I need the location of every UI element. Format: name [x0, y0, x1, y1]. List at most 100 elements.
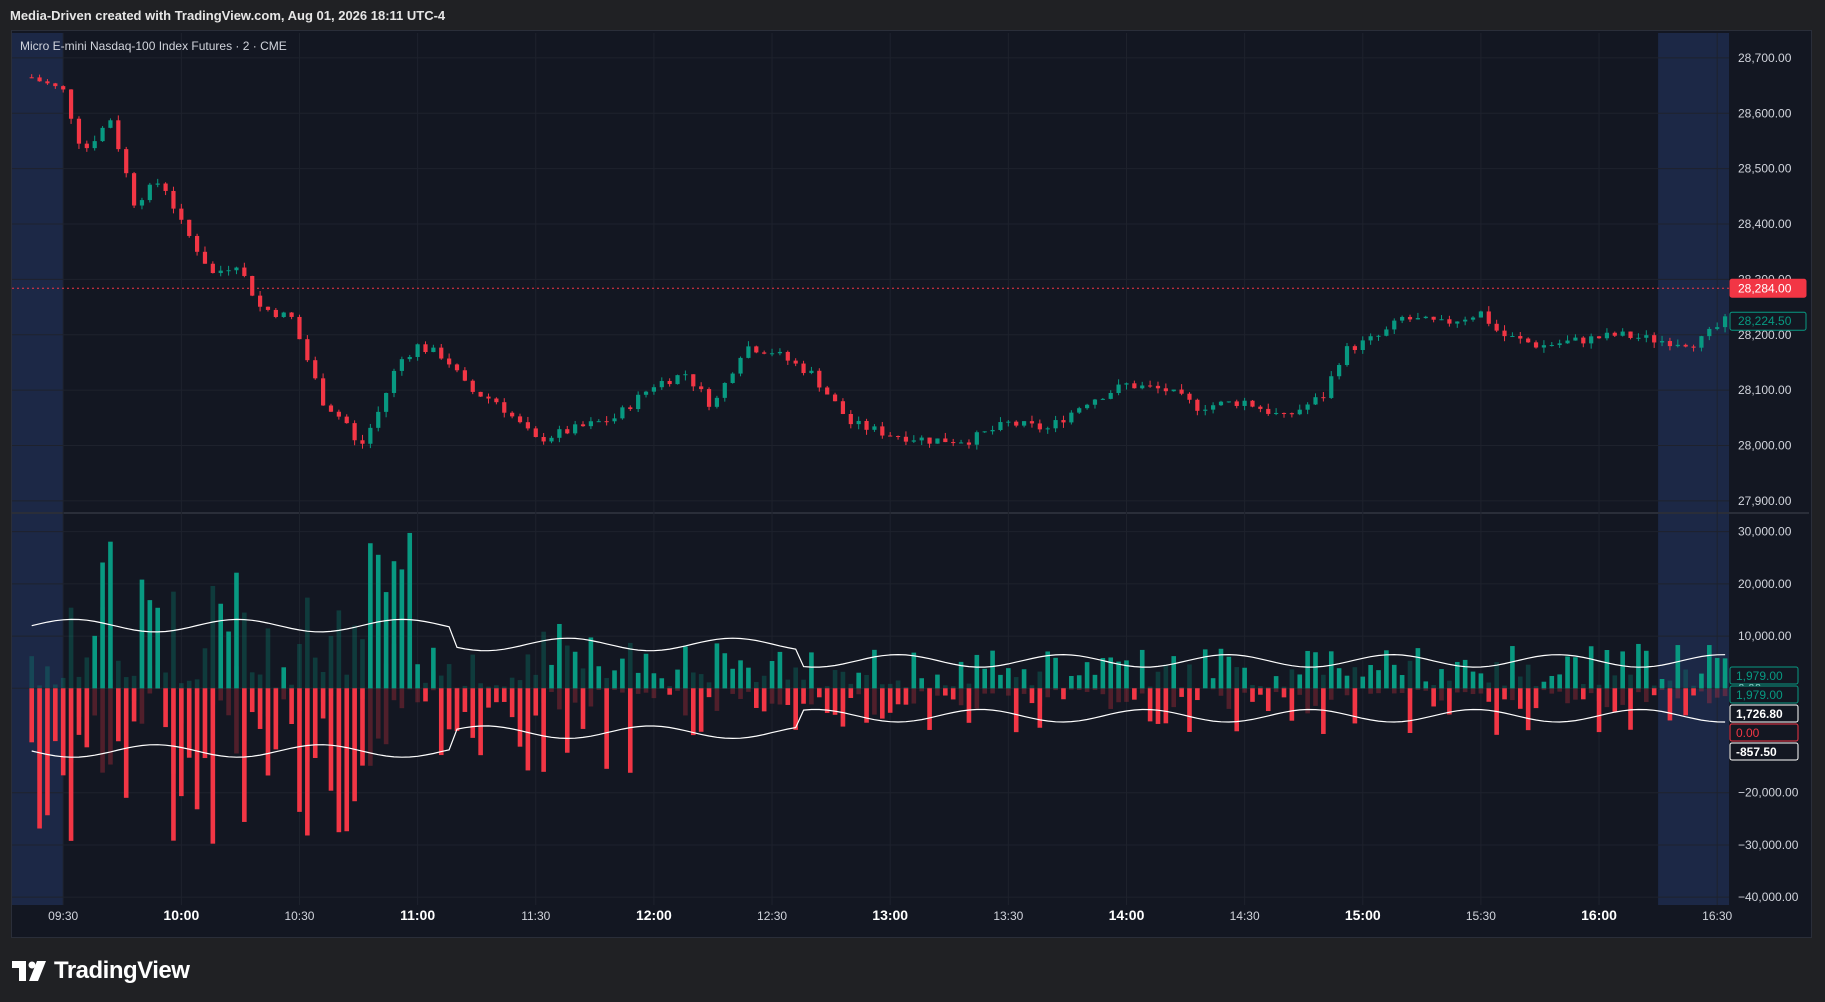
- volume-bar-up[interactable]: [407, 532, 413, 689]
- volume-bar-up[interactable]: [856, 672, 861, 689]
- volume-bar-up[interactable]: [1644, 650, 1649, 689]
- volume-bar-down[interactable]: [352, 688, 357, 802]
- candle-body[interactable]: [1281, 412, 1287, 414]
- candle-body[interactable]: [470, 380, 475, 392]
- volume-bar-up[interactable]: [635, 672, 641, 689]
- candle-body[interactable]: [1431, 316, 1436, 320]
- volume-bar-up[interactable]: [683, 646, 688, 689]
- candle-body[interactable]: [1266, 408, 1271, 414]
- volume-bar-up[interactable]: [1124, 660, 1129, 689]
- candle-body[interactable]: [1218, 401, 1224, 406]
- candle-body[interactable]: [880, 426, 885, 436]
- candle-body[interactable]: [116, 120, 121, 150]
- volume-bar-down[interactable]: [1258, 688, 1263, 695]
- candle-body[interactable]: [1321, 397, 1326, 399]
- candle-body[interactable]: [1077, 408, 1082, 413]
- volume-bar-down[interactable]: [1667, 688, 1673, 721]
- candle-body[interactable]: [1352, 346, 1357, 351]
- volume-bar-up[interactable]: [1722, 658, 1728, 689]
- candle-body[interactable]: [1061, 420, 1066, 423]
- candle-body[interactable]: [1494, 323, 1499, 331]
- candle-body[interactable]: [541, 436, 546, 442]
- candle-body[interactable]: [1305, 404, 1310, 410]
- volume-bar-up[interactable]: [1021, 669, 1027, 689]
- volume-bar-down[interactable]: [179, 688, 184, 797]
- candle-body[interactable]: [1604, 332, 1610, 339]
- candle-body[interactable]: [1226, 401, 1231, 403]
- volume-bar-up[interactable]: [1305, 650, 1310, 689]
- candle-body[interactable]: [1376, 335, 1381, 337]
- volume-bar-down[interactable]: [541, 688, 546, 772]
- candle-body[interactable]: [1132, 383, 1137, 389]
- candle-body[interactable]: [336, 411, 341, 417]
- volume-bar-up[interactable]: [1242, 667, 1247, 689]
- volume-bar-down[interactable]: [194, 688, 200, 810]
- volume-bar-down[interactable]: [509, 688, 515, 718]
- volume-bar-down[interactable]: [1132, 688, 1137, 700]
- volume-bar-down[interactable]: [1517, 688, 1523, 709]
- candle-body[interactable]: [1258, 406, 1263, 409]
- volume-bar-up[interactable]: [1588, 646, 1594, 689]
- volume-bar-down[interactable]: [753, 688, 759, 708]
- candle-body[interactable]: [706, 389, 712, 407]
- volume-bar-up[interactable]: [620, 658, 625, 689]
- candle-body[interactable]: [856, 420, 861, 425]
- candle-body[interactable]: [659, 381, 664, 388]
- candle-body[interactable]: [1344, 346, 1350, 366]
- volume-bar-down[interactable]: [68, 688, 74, 841]
- candle-body[interactable]: [1360, 340, 1365, 351]
- candle-body[interactable]: [1053, 420, 1058, 429]
- volume-bar-down[interactable]: [533, 688, 539, 716]
- volume-bar-down[interactable]: [37, 688, 42, 829]
- candle-body[interactable]: [321, 378, 326, 406]
- volume-bar-up[interactable]: [1470, 671, 1476, 689]
- volume-bar-down[interactable]: [525, 688, 531, 771]
- volume-bar-down[interactable]: [1525, 688, 1531, 731]
- volume-bar-down[interactable]: [446, 688, 452, 730]
- volume-bar-down[interactable]: [297, 688, 302, 812]
- volume-bar-down[interactable]: [1533, 688, 1539, 709]
- volume-bar-down[interactable]: [501, 688, 507, 702]
- candle-body[interactable]: [84, 143, 89, 149]
- volume-bar-down[interactable]: [1234, 688, 1240, 732]
- volume-bar-up[interactable]: [1368, 664, 1373, 689]
- candle-body[interactable]: [1447, 319, 1452, 324]
- candle-body[interactable]: [108, 120, 113, 128]
- candle-body[interactable]: [1368, 336, 1373, 341]
- volume-bar-down[interactable]: [116, 688, 121, 742]
- candle-body[interactable]: [37, 77, 42, 82]
- candle-body[interactable]: [100, 127, 105, 142]
- candle-body[interactable]: [415, 344, 420, 357]
- candle-body[interactable]: [903, 436, 909, 442]
- candle-body[interactable]: [565, 429, 570, 434]
- candle-body[interactable]: [990, 429, 995, 432]
- volume-bar-down[interactable]: [1281, 688, 1287, 698]
- volume-bar-down[interactable]: [1486, 688, 1492, 702]
- volume-bar-up[interactable]: [1423, 681, 1429, 689]
- volume-bar-down[interactable]: [60, 688, 66, 776]
- candle-body[interactable]: [1691, 346, 1696, 348]
- candle-body[interactable]: [257, 295, 263, 307]
- volume-bar-up[interactable]: [281, 667, 287, 689]
- volume-bar-up[interactable]: [368, 543, 373, 689]
- volume-bar-down[interactable]: [698, 688, 704, 732]
- volume-bar-down[interactable]: [438, 688, 444, 756]
- candle-body[interactable]: [864, 420, 869, 430]
- volume-bar-down[interactable]: [1651, 688, 1657, 696]
- volume-bar-down[interactable]: [242, 688, 247, 822]
- chart-frame[interactable]: [11, 30, 1812, 938]
- candle-body[interactable]: [1699, 336, 1704, 348]
- candle-body[interactable]: [510, 412, 515, 417]
- candle-body[interactable]: [187, 219, 192, 236]
- volume-bar-down[interactable]: [462, 688, 468, 712]
- candle-body[interactable]: [1596, 336, 1602, 339]
- volume-bar-down[interactable]: [1187, 688, 1192, 733]
- volume-bar-down[interactable]: [84, 688, 90, 748]
- candle-body[interactable]: [1707, 328, 1712, 337]
- candle-body[interactable]: [1329, 376, 1334, 398]
- candle-body[interactable]: [462, 370, 467, 381]
- volume-bar-up[interactable]: [1376, 670, 1381, 689]
- candle-body[interactable]: [1675, 344, 1680, 347]
- candle-body[interactable]: [1407, 316, 1413, 320]
